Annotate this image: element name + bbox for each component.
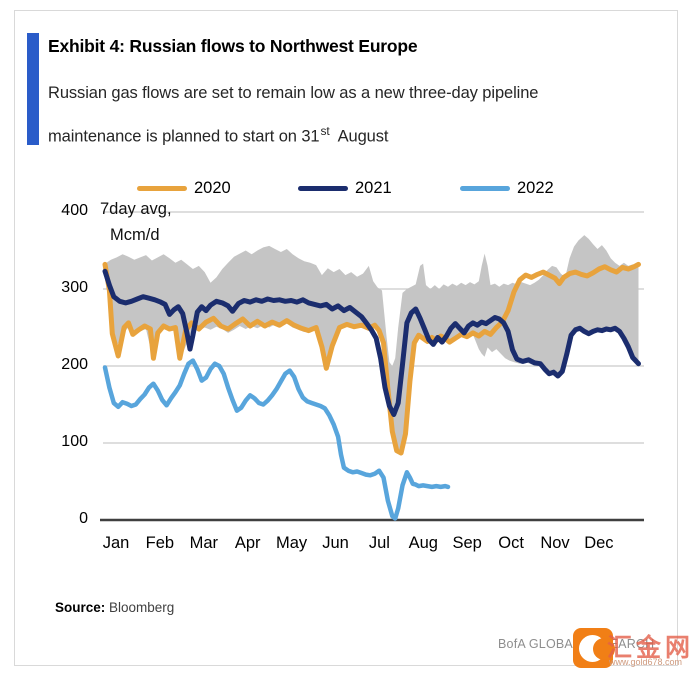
x-tick-label: Apr bbox=[234, 534, 261, 552]
watermark-text: 汇金网 bbox=[607, 634, 692, 662]
accent-bar bbox=[27, 33, 39, 145]
x-tick-label: Aug bbox=[408, 534, 438, 552]
x-tick-label: Mar bbox=[189, 534, 218, 552]
x-tick-label: Jan bbox=[102, 534, 130, 552]
y-tick-label: 200 bbox=[61, 356, 88, 373]
legend-label-2020: 2020 bbox=[194, 178, 231, 197]
exhibit-subtitle: Russian gas flows are set to remain low … bbox=[48, 74, 648, 156]
legend: 2020 2021 2022 bbox=[0, 177, 692, 199]
watermark-logo bbox=[573, 628, 615, 668]
y-tick-label: 0 bbox=[79, 510, 88, 527]
y-tick-label: 400 bbox=[61, 202, 88, 219]
subtitle-line2-post: August bbox=[337, 127, 389, 146]
watermark-url: www.gold678.com bbox=[609, 657, 683, 667]
crescent-cut bbox=[593, 638, 615, 660]
exhibit-title: Exhibit 4: Russian flows to Northwest Eu… bbox=[48, 36, 418, 56]
source-line: Source: Bloomberg bbox=[55, 600, 174, 615]
subtitle-line1: Russian gas flows are set to remain low … bbox=[48, 84, 539, 102]
subtitle-line2-pre: maintenance is planned to start on 31 bbox=[48, 127, 320, 146]
legend-swatch-2020 bbox=[137, 185, 187, 191]
x-tick-label: Sep bbox=[452, 534, 482, 552]
legend-item-2021: 2021 bbox=[298, 177, 392, 199]
legend-item-2020: 2020 bbox=[137, 177, 231, 199]
y-axis-unit-label: 7day avg, Mcm/d bbox=[100, 196, 172, 248]
x-tick-label: Jul bbox=[368, 534, 390, 552]
x-tick-label: Feb bbox=[145, 534, 175, 552]
y-tick-label: 100 bbox=[61, 433, 88, 450]
source-value: Bloomberg bbox=[105, 600, 175, 615]
legend-item-2022: 2022 bbox=[460, 177, 554, 199]
x-tick-label: Nov bbox=[540, 534, 570, 552]
legend-swatch-2021 bbox=[298, 185, 348, 191]
x-tick-label: Oct bbox=[498, 534, 524, 552]
subtitle-superscript: st bbox=[320, 124, 330, 138]
x-tick-label: Dec bbox=[584, 534, 614, 552]
y-tick-label: 300 bbox=[61, 279, 88, 296]
crescent-icon bbox=[579, 635, 615, 662]
x-tick-label: May bbox=[276, 534, 308, 552]
legend-label-2021: 2021 bbox=[355, 178, 392, 197]
x-tick-label: Jun bbox=[322, 534, 349, 552]
legend-swatch-2022 bbox=[460, 185, 510, 191]
unit-label-line2: Mcm/d bbox=[110, 226, 160, 244]
legend-label-2022: 2022 bbox=[517, 178, 554, 197]
unit-label-line1: 7day avg, bbox=[100, 200, 172, 218]
source-label: Source: bbox=[55, 600, 106, 615]
